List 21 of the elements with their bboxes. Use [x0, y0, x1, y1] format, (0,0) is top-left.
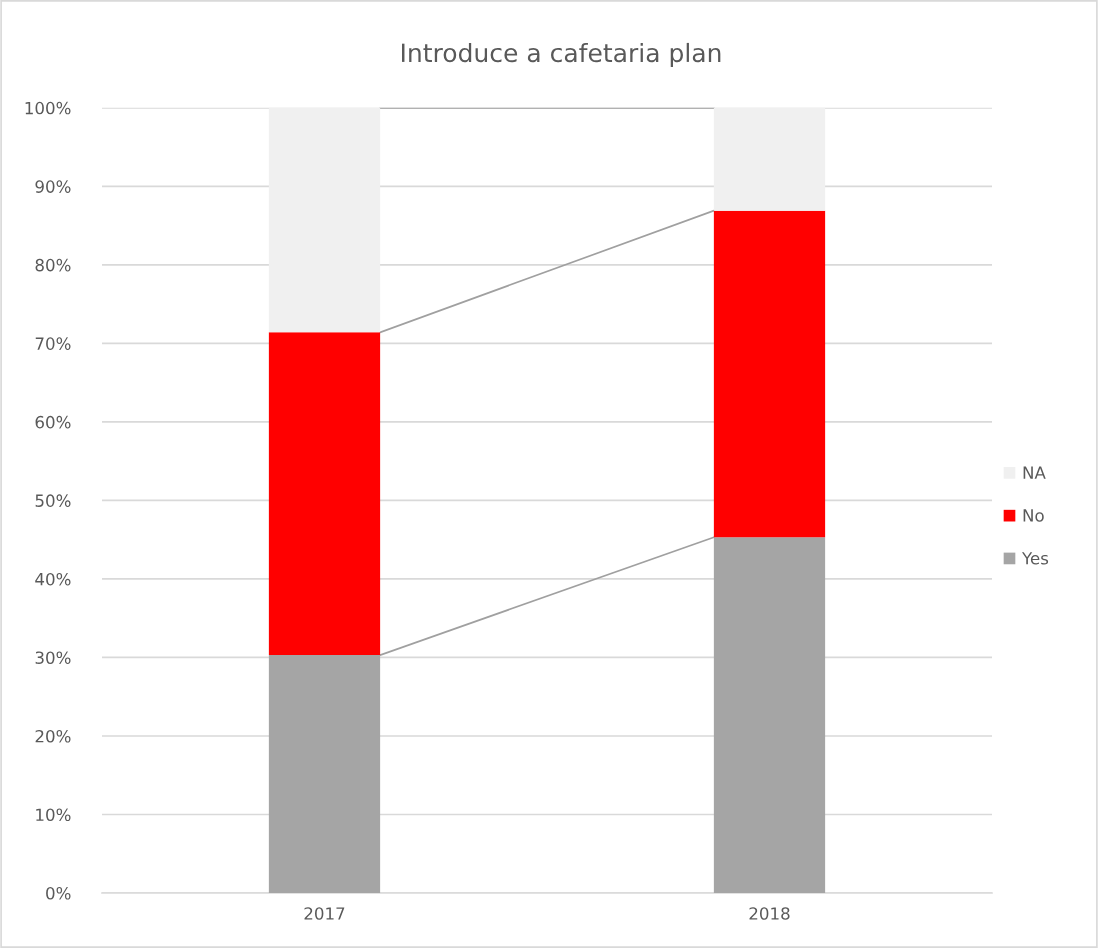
y-tick-label: 30%	[35, 651, 71, 665]
y-tick-label: 40%	[35, 572, 71, 586]
y-tick-label: 10%	[36, 808, 71, 822]
x-tick-label: 2017	[304, 907, 345, 920]
bar	[268, 107, 381, 333]
legend-label: No	[1023, 509, 1044, 522]
chart-title: Introduce a cafetaria plan	[401, 42, 721, 68]
bar	[713, 107, 826, 211]
y-tick-label: 60%	[35, 415, 71, 429]
y-tick-label: 0%	[46, 886, 71, 900]
y-tick-label: 20%	[35, 729, 71, 743]
y-tick-label: 90%	[35, 180, 71, 193]
legend-label: NA	[1023, 466, 1046, 479]
x-tick-label: 2018	[749, 907, 790, 920]
bar	[268, 332, 381, 656]
y-tick-label: 50%	[35, 494, 71, 507]
y-tick-label: 70%	[35, 337, 71, 350]
legend-label: Yes	[1021, 552, 1049, 565]
bar	[713, 210, 826, 538]
y-tick-label: 100%	[25, 101, 71, 115]
y-tick-label: 80%	[35, 258, 71, 272]
